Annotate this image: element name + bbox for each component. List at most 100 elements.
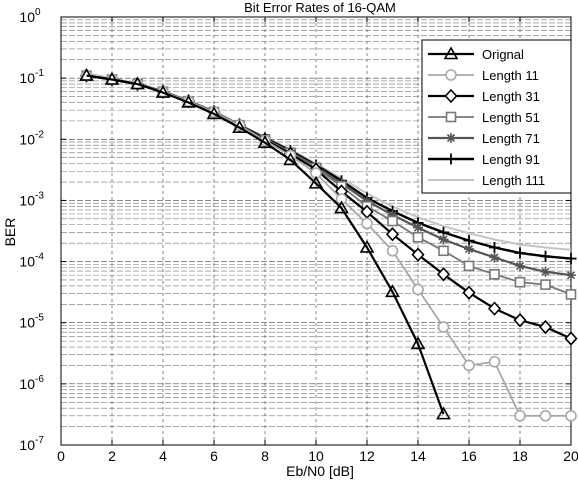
- legend-entry: Length 51: [428, 110, 540, 125]
- data-point: [514, 276, 526, 288]
- y-tick-exponent: -1: [35, 68, 44, 79]
- legend-marker: [446, 133, 456, 143]
- data-point: [385, 227, 400, 242]
- data-point: [564, 331, 578, 346]
- data-point: [565, 410, 577, 422]
- legend-label: Length 31: [482, 89, 540, 104]
- data-point: [565, 289, 577, 300]
- data-point: [181, 94, 196, 108]
- legend-marker: [443, 46, 459, 60]
- data-point: [104, 71, 120, 85]
- data-point: [387, 209, 398, 220]
- y-tick-exponent: -7: [35, 435, 44, 446]
- data-point: [540, 250, 551, 262]
- x-tick-label: 18: [512, 448, 528, 464]
- legend-entry: Length 31: [428, 88, 540, 104]
- data-point: [412, 283, 424, 296]
- legend-entry: Length 71: [428, 131, 540, 146]
- data-point: [411, 247, 425, 262]
- data-point: [359, 239, 375, 253]
- data-point: [540, 266, 551, 277]
- y-tick-label: 10: [19, 315, 35, 331]
- data-point: [436, 267, 451, 282]
- legend-label: Length 111: [482, 173, 545, 188]
- y-tick-exponent: -6: [35, 374, 44, 385]
- x-tick-label: 8: [261, 448, 269, 464]
- x-tick-label: 20: [563, 448, 578, 464]
- y-tick-exponent: -3: [35, 190, 44, 201]
- legend-marker: [445, 153, 457, 165]
- x-tick-label: 16: [461, 448, 477, 464]
- legend: Orignal Length 11 Length 31 Length 51 Length…: [421, 39, 572, 194]
- data-point: [463, 359, 475, 372]
- data-point: [362, 195, 372, 206]
- series-line: [86, 74, 445, 415]
- data-point: [565, 253, 577, 265]
- legend-marker: [444, 88, 458, 104]
- data-point: [489, 252, 500, 263]
- data-point: [79, 67, 94, 81]
- data-point: [514, 410, 526, 422]
- data-point: [462, 285, 476, 300]
- legend-entry: Length 111: [428, 173, 545, 188]
- data-point: [437, 321, 450, 333]
- data-point: [438, 245, 449, 257]
- x-tick-label: 14: [410, 448, 426, 464]
- data-point: [488, 355, 501, 368]
- data-point: [257, 135, 273, 148]
- y-tick-label: 10: [19, 376, 35, 392]
- data-point: [487, 301, 502, 316]
- legend-label: Length 51: [482, 110, 540, 125]
- legend-entry: Length 11: [428, 68, 539, 83]
- y-axis-label: BER: [2, 218, 18, 247]
- data-point: [489, 241, 500, 253]
- data-point: [283, 152, 298, 166]
- x-tick-label: 10: [308, 448, 324, 464]
- data-point: [410, 336, 426, 350]
- legend-label: Length 91: [482, 152, 540, 167]
- data-point: [361, 217, 373, 230]
- x-axis-label: Eb/N0 [dB]: [286, 463, 354, 479]
- y-tick-label: 10: [19, 131, 35, 147]
- data-point: [513, 312, 527, 328]
- data-point: [386, 245, 399, 257]
- data-point: [413, 222, 423, 233]
- data-point: [540, 279, 551, 290]
- data-point: [538, 319, 553, 335]
- legend-marker: [445, 111, 457, 123]
- data-point: [489, 268, 500, 280]
- data-point: [385, 284, 400, 298]
- series-orignal: [79, 67, 451, 420]
- x-tick-label: 12: [359, 448, 375, 464]
- y-tick-label: 10: [19, 70, 35, 86]
- legend-label: Orignal: [482, 47, 524, 62]
- data-point: [335, 193, 348, 205]
- data-point: [539, 410, 552, 422]
- y-tick-label: 10: [19, 192, 35, 208]
- y-tick-exponent: -2: [35, 129, 44, 140]
- data-point: [130, 76, 145, 90]
- data-point: [464, 244, 474, 255]
- y-tick-exponent: 0: [35, 7, 41, 18]
- data-point: [436, 406, 451, 420]
- legend-label: Length 11: [482, 68, 539, 83]
- y-tick-exponent: -5: [35, 313, 44, 324]
- data-point: [206, 106, 222, 120]
- x-tick-label: 4: [159, 448, 167, 464]
- x-tick-label: 2: [108, 448, 116, 464]
- legend-entry: Orignal: [428, 46, 524, 62]
- y-tick-label: 10: [19, 9, 35, 25]
- x-tick-label: 0: [57, 448, 65, 464]
- data-point: [438, 234, 449, 245]
- legend-marker: [445, 69, 457, 81]
- data-point: [308, 175, 324, 189]
- legend-label: Length 71: [482, 131, 540, 146]
- data-point: [155, 84, 171, 98]
- data-point: [463, 260, 475, 272]
- data-point: [514, 247, 526, 259]
- data-point: [232, 120, 247, 133]
- y-tick-exponent: -4: [35, 252, 44, 263]
- x-tick-label: 6: [210, 448, 218, 464]
